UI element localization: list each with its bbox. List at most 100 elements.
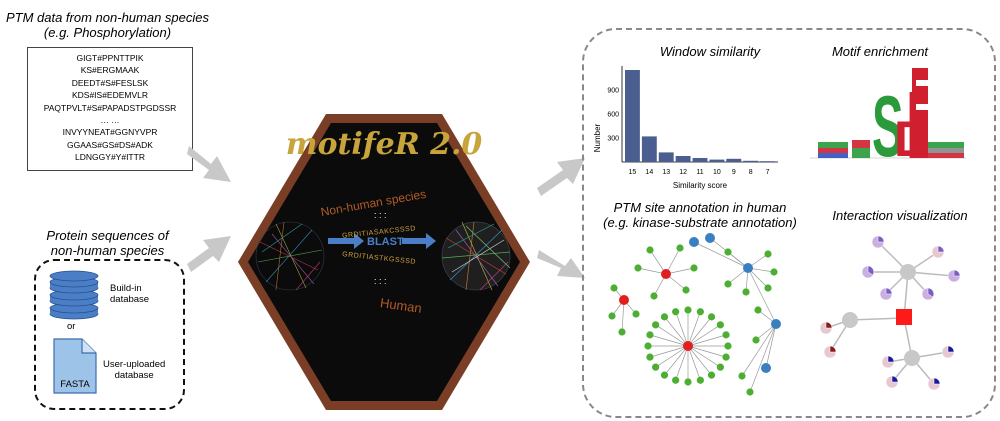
x-tick-label: 14 <box>645 169 653 176</box>
substrate-node <box>646 246 654 254</box>
kinase-node <box>761 363 771 373</box>
bar-11 <box>692 158 708 162</box>
bar-13 <box>658 152 674 162</box>
substrate-node <box>707 371 716 379</box>
fasta-file-icon <box>53 338 97 394</box>
bar-9 <box>726 158 742 162</box>
kinase-node <box>689 237 699 247</box>
kinase-node <box>683 341 693 351</box>
substrate-node <box>672 376 680 384</box>
sequence-line: INVYYNEAT#GGNYVPR <box>62 127 158 138</box>
left-blast-arrow <box>328 233 364 249</box>
human-network-icon <box>441 221 511 291</box>
minor-letter-stack <box>818 140 964 158</box>
lower-output-arrow <box>537 250 585 278</box>
substrate-node <box>738 372 746 380</box>
y-tick-label: 900 <box>607 88 619 95</box>
upper-output-arrow <box>537 158 585 196</box>
sequence-line: GIGT#PPNTTPIK <box>76 53 144 63</box>
x-axis-label: Similarity score <box>673 181 728 190</box>
network-edge <box>687 345 712 376</box>
network-edge <box>687 324 721 347</box>
ptm-title-line2: (e.g. Phosphorylation) <box>43 25 172 40</box>
network-edge <box>664 345 689 376</box>
network-edge <box>687 345 727 358</box>
bar-8 <box>743 160 759 162</box>
right-blast-arrow <box>402 233 436 249</box>
output-arrows <box>537 158 585 278</box>
network-edge <box>687 316 712 347</box>
motif-e-block <box>912 68 928 158</box>
sequence-line: KS#ERGMAAK <box>80 65 140 76</box>
network-edge <box>649 345 689 358</box>
interaction-network <box>819 235 961 391</box>
x-tick-label: 12 <box>679 169 687 176</box>
substrate-node <box>618 328 626 336</box>
database-options-box <box>34 259 185 410</box>
protein-title-line1: Protein sequences of <box>46 228 169 243</box>
substrate-node <box>754 306 762 314</box>
window-similarity-title: Window similarity <box>659 44 761 59</box>
network-edge <box>655 345 689 368</box>
sequence-line: LDNGGY#Y#ITTR <box>75 152 145 163</box>
sequence-list: GIGT#PPNTTPIK KS#ERGMAAK DEEDT#S#FESLSK KDS… <box>28 48 192 164</box>
kinase-node <box>743 263 753 273</box>
network-edge <box>664 316 689 347</box>
substrate-node <box>652 321 660 329</box>
nonhuman-network-icon <box>255 221 325 291</box>
substrate-node <box>746 388 754 396</box>
substrate-node <box>610 284 618 292</box>
motif-letter-s: S <box>872 78 904 162</box>
annotation-title-line1: PTM site annotation in human <box>613 200 787 215</box>
x-tick-label: 7 <box>766 169 770 176</box>
buildin-line1: Build-in <box>110 283 142 294</box>
kinase-node <box>661 269 671 279</box>
network-edge <box>747 267 777 325</box>
input-arrows <box>187 146 231 272</box>
sequence-line: PAQTPVLT#S#PAPADSTPGDSSR <box>43 102 177 113</box>
substrate-node <box>742 288 750 296</box>
substrate-node <box>676 244 684 252</box>
network-edge <box>675 311 689 347</box>
uploaded-line1: User-uploaded <box>103 359 166 370</box>
network-edge <box>741 323 777 377</box>
interaction-title: Interaction visualization <box>832 208 968 223</box>
blast-arrows <box>328 233 436 249</box>
lower-dots: : : : <box>374 276 387 286</box>
y-tick-label: 600 <box>607 112 619 119</box>
network-edge <box>687 311 701 347</box>
sequence-line: GGAAS#GS#DS#ADK <box>67 139 153 150</box>
substrate-node <box>696 308 704 316</box>
substrate-node <box>682 286 690 294</box>
x-tick-label: 15 <box>629 169 637 176</box>
substrate-node <box>724 342 732 350</box>
bar-12 <box>675 156 691 162</box>
network-edge <box>693 241 749 269</box>
ptm-sequence-box: GIGT#PPNTTPIK KS#ERGMAAK DEEDT#S#FESLSK KDS… <box>27 47 193 171</box>
annotation-title: PTM site annotation in human (e.g. kinas… <box>600 200 800 230</box>
bar-10 <box>709 159 725 162</box>
substrate-node <box>722 331 730 339</box>
y-axis-label: Number <box>593 123 602 152</box>
network-edge <box>687 334 727 347</box>
results-box <box>582 28 996 418</box>
uploaded-line2: database <box>114 370 154 381</box>
upper-input-arrow <box>187 146 231 182</box>
substrate-node <box>724 280 732 288</box>
sequence-line: DEEDT#S#FESLSK <box>71 77 149 88</box>
x-tick-label: 11 <box>696 169 703 176</box>
substrate-node <box>716 363 724 371</box>
y-tick-label: 300 <box>607 136 619 143</box>
fasta-label: FASTA <box>60 379 90 390</box>
or-label: or <box>67 321 76 332</box>
network-edge <box>621 299 625 333</box>
substrate-node <box>672 308 680 316</box>
bar-15 <box>625 70 640 162</box>
database-icon <box>49 270 99 320</box>
substrate-node <box>660 313 669 321</box>
substrate-node <box>696 376 704 384</box>
motifer-hexagon <box>238 114 530 410</box>
substrate-node <box>764 284 772 292</box>
protein-title-line2: non-human species <box>50 243 165 258</box>
bar-7 <box>760 161 775 162</box>
